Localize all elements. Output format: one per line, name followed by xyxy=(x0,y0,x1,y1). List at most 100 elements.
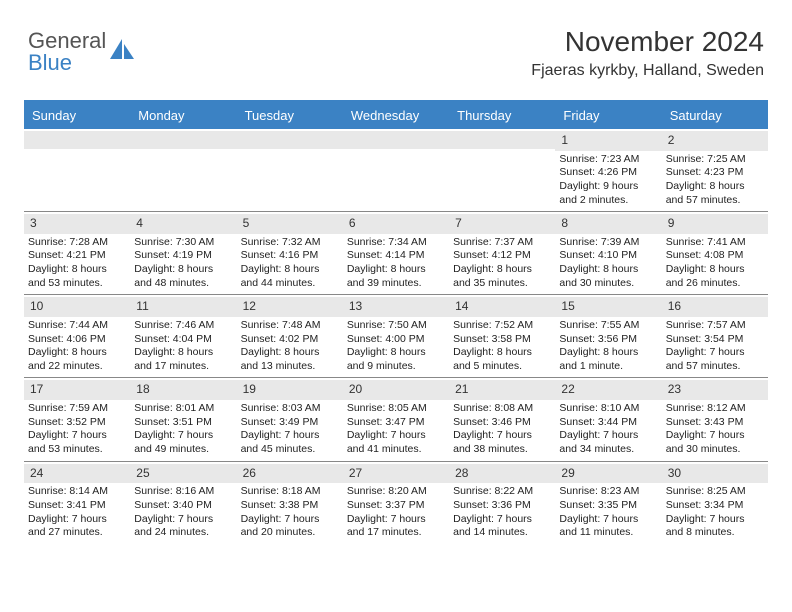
sunset-text: Sunset: 3:35 PM xyxy=(559,499,657,513)
sunset-text: Sunset: 3:40 PM xyxy=(134,499,232,513)
day-number: 7 xyxy=(449,214,555,234)
sunset-text: Sunset: 3:41 PM xyxy=(28,499,126,513)
sunrise-text: Sunrise: 7:30 AM xyxy=(134,236,232,250)
calendar-grid: SundayMondayTuesdayWednesdayThursdayFrid… xyxy=(24,100,768,544)
calendar-cell: 21Sunrise: 8:08 AMSunset: 3:46 PMDayligh… xyxy=(449,378,555,460)
daylight-text: Daylight: 8 hours and 5 minutes. xyxy=(453,346,551,373)
calendar-cell xyxy=(343,129,449,211)
calendar-cell xyxy=(130,129,236,211)
day-header: Wednesday xyxy=(343,102,449,129)
calendar-cell: 5 Sunrise: 7:32 AMSunset: 4:16 PMDaylight… xyxy=(237,212,343,294)
daylight-text: Daylight: 8 hours and 48 minutes. xyxy=(134,263,232,290)
calendar-cell: 27Sunrise: 8:20 AMSunset: 3:37 PMDayligh… xyxy=(343,462,449,544)
day-number: 16 xyxy=(662,297,768,317)
day-number: 19 xyxy=(237,380,343,400)
sunset-text: Sunset: 3:43 PM xyxy=(666,416,764,430)
sunrise-text: Sunrise: 7:32 AM xyxy=(241,236,339,250)
daylight-text: Daylight: 8 hours and 44 minutes. xyxy=(241,263,339,290)
day-number: 3 xyxy=(24,214,130,234)
sunrise-text: Sunrise: 8:22 AM xyxy=(453,485,551,499)
sunrise-text: Sunrise: 7:34 AM xyxy=(347,236,445,250)
sunrise-text: Sunrise: 7:52 AM xyxy=(453,319,551,333)
day-number: 9 xyxy=(662,214,768,234)
sunrise-text: Sunrise: 8:08 AM xyxy=(453,402,551,416)
calendar-cell: 10Sunrise: 7:44 AMSunset: 4:06 PMDayligh… xyxy=(24,295,130,377)
calendar-cell: 4 Sunrise: 7:30 AMSunset: 4:19 PMDaylight… xyxy=(130,212,236,294)
calendar-week: 3Sunrise: 7:28 AMSunset: 4:21 PMDaylight… xyxy=(24,211,768,294)
day-number: 6 xyxy=(343,214,449,234)
calendar-cell: 3Sunrise: 7:28 AMSunset: 4:21 PMDaylight… xyxy=(24,212,130,294)
day-number: 27 xyxy=(343,464,449,484)
day-number: 12 xyxy=(237,297,343,317)
day-header-row: SundayMondayTuesdayWednesdayThursdayFrid… xyxy=(24,102,768,129)
calendar-cell: 13Sunrise: 7:50 AMSunset: 4:00 PMDayligh… xyxy=(343,295,449,377)
day-number: 23 xyxy=(662,380,768,400)
page-title: November 2024 xyxy=(565,26,764,58)
sunrise-text: Sunrise: 7:50 AM xyxy=(347,319,445,333)
sunset-text: Sunset: 3:46 PM xyxy=(453,416,551,430)
daylight-text: Daylight: 7 hours and 45 minutes. xyxy=(241,429,339,456)
sunset-text: Sunset: 4:26 PM xyxy=(559,166,657,180)
day-number: 25 xyxy=(130,464,236,484)
daylight-text: Daylight: 7 hours and 53 minutes. xyxy=(28,429,126,456)
calendar-cell: 12Sunrise: 7:48 AMSunset: 4:02 PMDayligh… xyxy=(237,295,343,377)
sunrise-text: Sunrise: 8:05 AM xyxy=(347,402,445,416)
sunset-text: Sunset: 4:19 PM xyxy=(134,249,232,263)
sunset-text: Sunset: 4:12 PM xyxy=(453,249,551,263)
day-number: 29 xyxy=(555,464,661,484)
sunrise-text: Sunrise: 8:03 AM xyxy=(241,402,339,416)
daylight-text: Daylight: 8 hours and 13 minutes. xyxy=(241,346,339,373)
calendar-cell: 11Sunrise: 7:46 AMSunset: 4:04 PMDayligh… xyxy=(130,295,236,377)
calendar-cell xyxy=(237,129,343,211)
sunrise-text: Sunrise: 7:25 AM xyxy=(666,153,764,167)
sunrise-text: Sunrise: 7:41 AM xyxy=(666,236,764,250)
calendar-cell: 22Sunrise: 8:10 AMSunset: 3:44 PMDayligh… xyxy=(555,378,661,460)
daylight-text: Daylight: 7 hours and 27 minutes. xyxy=(28,513,126,540)
sunrise-text: Sunrise: 7:37 AM xyxy=(453,236,551,250)
sunrise-text: Sunrise: 7:59 AM xyxy=(28,402,126,416)
day-header: Sunday xyxy=(24,102,130,129)
day-number xyxy=(237,131,343,149)
daylight-text: Daylight: 7 hours and 49 minutes. xyxy=(134,429,232,456)
day-number: 10 xyxy=(24,297,130,317)
day-number: 17 xyxy=(24,380,130,400)
sunset-text: Sunset: 4:14 PM xyxy=(347,249,445,263)
sunset-text: Sunset: 3:34 PM xyxy=(666,499,764,513)
daylight-text: Daylight: 8 hours and 30 minutes. xyxy=(559,263,657,290)
sunset-text: Sunset: 4:02 PM xyxy=(241,333,339,347)
sunset-text: Sunset: 4:16 PM xyxy=(241,249,339,263)
daylight-text: Daylight: 8 hours and 53 minutes. xyxy=(28,263,126,290)
sunrise-text: Sunrise: 8:10 AM xyxy=(559,402,657,416)
calendar-cell: 28Sunrise: 8:22 AMSunset: 3:36 PMDayligh… xyxy=(449,462,555,544)
sunset-text: Sunset: 4:23 PM xyxy=(666,166,764,180)
calendar-week: 24Sunrise: 8:14 AMSunset: 3:41 PMDayligh… xyxy=(24,461,768,544)
daylight-text: Daylight: 8 hours and 57 minutes. xyxy=(666,180,764,207)
day-number: 11 xyxy=(130,297,236,317)
calendar-cell: 29Sunrise: 8:23 AMSunset: 3:35 PMDayligh… xyxy=(555,462,661,544)
day-header: Saturday xyxy=(662,102,768,129)
brand-logo: General Blue xyxy=(28,28,136,76)
day-number: 30 xyxy=(662,464,768,484)
calendar-cell: 8Sunrise: 7:39 AMSunset: 4:10 PMDaylight… xyxy=(555,212,661,294)
sunrise-text: Sunrise: 8:14 AM xyxy=(28,485,126,499)
sunrise-text: Sunrise: 8:01 AM xyxy=(134,402,232,416)
calendar-cell: 15Sunrise: 7:55 AMSunset: 3:56 PMDayligh… xyxy=(555,295,661,377)
daylight-text: Daylight: 8 hours and 17 minutes. xyxy=(134,346,232,373)
day-number: 5 xyxy=(237,214,343,234)
sunset-text: Sunset: 3:52 PM xyxy=(28,416,126,430)
sunset-text: Sunset: 4:10 PM xyxy=(559,249,657,263)
sunrise-text: Sunrise: 8:23 AM xyxy=(559,485,657,499)
calendar-week: 17Sunrise: 7:59 AMSunset: 3:52 PMDayligh… xyxy=(24,377,768,460)
calendar-cell: 23Sunrise: 8:12 AMSunset: 3:43 PMDayligh… xyxy=(662,378,768,460)
day-number: 22 xyxy=(555,380,661,400)
sunrise-text: Sunrise: 7:57 AM xyxy=(666,319,764,333)
calendar-cell: 9Sunrise: 7:41 AMSunset: 4:08 PMDaylight… xyxy=(662,212,768,294)
sunrise-text: Sunrise: 7:55 AM xyxy=(559,319,657,333)
day-number: 4 xyxy=(130,214,236,234)
sunset-text: Sunset: 3:38 PM xyxy=(241,499,339,513)
day-header: Friday xyxy=(555,102,661,129)
calendar-cell: 25Sunrise: 8:16 AMSunset: 3:40 PMDayligh… xyxy=(130,462,236,544)
sunrise-text: Sunrise: 8:20 AM xyxy=(347,485,445,499)
daylight-text: Daylight: 8 hours and 26 minutes. xyxy=(666,263,764,290)
sunset-text: Sunset: 4:06 PM xyxy=(28,333,126,347)
